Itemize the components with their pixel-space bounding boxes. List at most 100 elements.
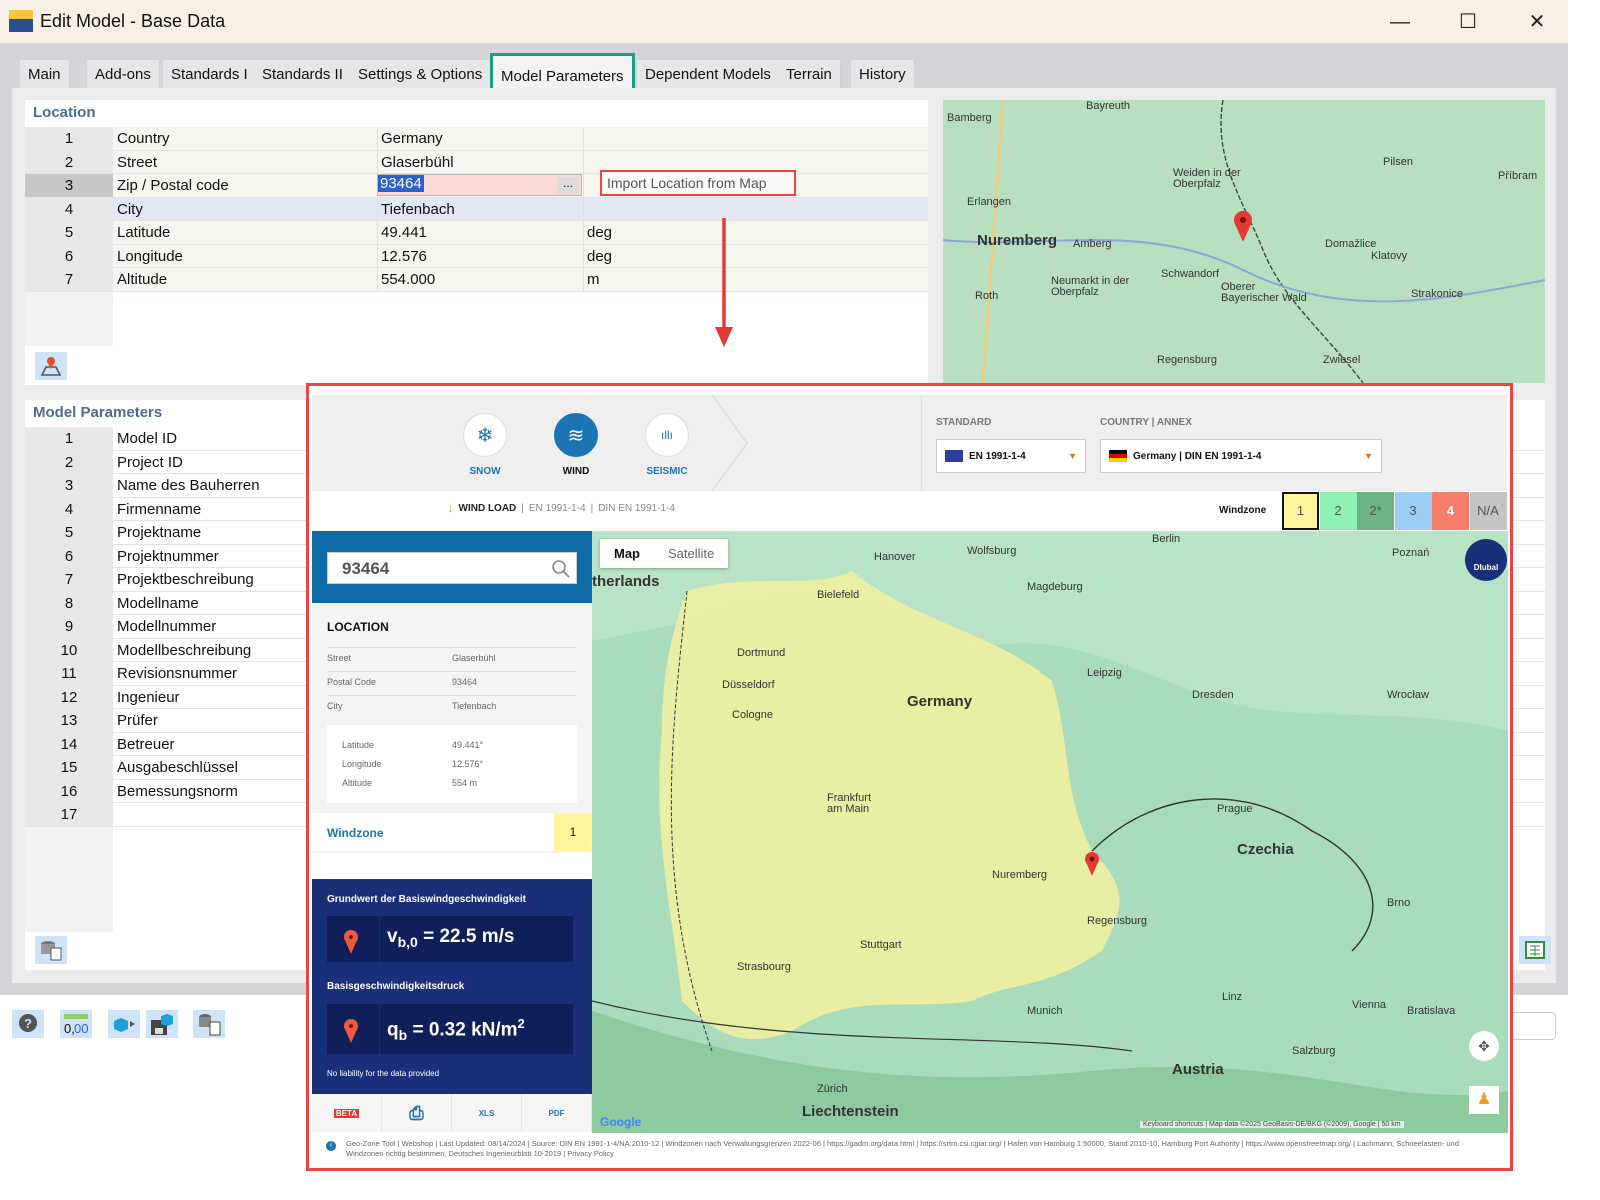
zip-input[interactable]: 93464 ... [377,174,582,196]
mode-snow-button[interactable]: ❄ [463,413,507,457]
row-value[interactable]: Germany [381,130,443,147]
standard-select[interactable]: EN 1991-1-4 ▼ [936,439,1086,473]
map-country-label: Austria [1172,1061,1224,1078]
units-decimals-icon[interactable]: 0, 00 [60,1010,92,1038]
altitude-label: Altitude [342,778,373,788]
dialog-button-partial[interactable] [1510,1012,1556,1040]
row-label: Prüfer [117,712,158,729]
search-section: 93464 [312,531,592,603]
tab-add-ons[interactable]: Add-ons [87,60,160,89]
latitude-label: Latitude [342,740,375,750]
map-city-label: Linz [1222,991,1243,1003]
map-zones [592,531,1508,1133]
location-row[interactable]: 4 City Tiefenbach [25,197,928,221]
location-row[interactable]: 7 Altitude 554.000 m [25,268,928,292]
mode-wind-button[interactable]: ≋ [554,413,598,457]
close-button[interactable]: ✕ [1528,11,1546,33]
map-city-label: Dresden [1192,689,1234,701]
tab-main[interactable]: Main [20,60,70,89]
tab-standards-ii[interactable]: Standards II [254,60,352,89]
search-icon[interactable] [551,559,571,579]
dlubal-logo: Dlubal [1465,539,1507,581]
search-input[interactable]: 93464 [327,552,577,584]
row-value[interactable]: 554.000 [381,271,436,288]
windzone-legend-5[interactable]: 4 [1432,492,1469,530]
print-icon[interactable]: print⎙ [382,1094,452,1132]
row-number: 10 [25,638,113,661]
map-city-label: Magdeburg [1027,581,1083,593]
row-value[interactable]: 12.576 [381,247,427,265]
mode-seismic-button[interactable]: ıllı [645,413,689,457]
row-label: Modellbeschreibung [117,641,252,659]
row-number: 15 [25,756,113,779]
footer-sources[interactable]: Geo-Zone Tool | Webshop | Last Updated: … [346,1139,1459,1158]
row-number: 3 [25,174,113,197]
windzone-legend-4[interactable]: 3 [1394,492,1432,530]
location-pin-icon [344,1019,358,1043]
title-bar: Edit Model - Base Data — ☐ ✕ [0,0,1568,44]
help-icon[interactable]: ? [12,1010,44,1038]
street-view-pegman-icon[interactable]: ♟ [1469,1086,1499,1114]
export-label: XLS [478,1108,495,1118]
row-label: Ausgabeschlüssel [117,759,238,776]
map-tab-satellite[interactable]: Satellite [668,546,715,561]
row-value[interactable]: Tiefenbach [381,200,455,218]
save-template-icon[interactable] [146,1010,178,1038]
browse-button[interactable]: ... [557,177,579,194]
row-unit: deg [587,224,613,241]
windzone-legend-1[interactable]: 1 [1282,492,1319,530]
location-row[interactable]: 1 Country Germany [25,127,928,151]
map-city-label: Domažlice [1325,238,1377,250]
map-country-label: therlands [592,573,660,590]
location-row[interactable]: 3 Zip / Postal code [25,174,928,198]
windzone-legend-2[interactable]: 2 [1319,492,1357,530]
excel-export-icon[interactable] [1519,936,1551,964]
tab-dependent-models[interactable]: Dependent Models [637,60,780,89]
row-unit: m [587,271,600,288]
zip-selected-text: 93464 [378,175,424,192]
location-section: LOCATION Street Glaserbühl Postal Code 9… [312,603,592,853]
database-load-icon[interactable] [193,1010,225,1038]
minimize-button[interactable]: — [1390,11,1410,33]
windzone-row-label: Windzone [327,826,384,840]
row-label: Name des Bauherren [117,477,260,494]
row-number: 12 [25,685,113,708]
map-pan-control-icon[interactable]: ✥ [1469,1031,1499,1061]
location-row[interactable]: 6 Longitude 12.576 deg [25,244,928,268]
tab-terrain[interactable]: Terrain [778,60,841,89]
location-row[interactable]: 2 Street Glaserbühl [25,150,928,174]
tab-standards-i[interactable]: Standards I [163,60,257,89]
xls-export-icon[interactable]: XLS [452,1094,522,1132]
map-city-label: Bayreuth [1086,100,1131,112]
tab-history[interactable]: History [851,60,915,89]
tab-settings-options[interactable]: Settings & Options [350,60,492,89]
row-value[interactable]: Glaserbühl [381,153,454,171]
snowflake-icon: ❄ [476,424,494,447]
country-select[interactable]: Germany | DIN EN 1991-1-4 ▼ [1100,439,1382,473]
row-label: Projektnummer [117,547,219,565]
standard-label: STANDARD [936,417,992,428]
pdf-export-icon[interactable]: PDF [522,1094,592,1132]
city-label: City [327,701,343,711]
row-number: 7 [25,568,113,591]
windzone-legend-3[interactable]: 2* [1357,492,1394,530]
window-title: Edit Model - Base Data [40,11,226,31]
map-city-label: Weiden in der Oberpfalz [1173,167,1241,190]
import-location-button[interactable]: Import Location from Map [600,170,796,196]
row-label: Street [117,153,158,171]
wind-zone-map[interactable]: therlands Hanover Wolfsburg Berlin Poznań Bie… [592,531,1508,1133]
maximize-button[interactable]: ☐ [1459,11,1477,33]
row-label: Longitude [117,247,183,265]
windzone-legend-6[interactable]: N/A [1469,492,1507,530]
map-tab-map[interactable]: Map [614,546,640,561]
location-map-preview[interactable]: Bayreuth Bamberg Erlangen Nuremberg Amberg We… [943,100,1545,383]
export-model-icon[interactable] [108,1010,140,1038]
row-number: 5 [25,521,113,544]
location-row[interactable]: 5 Latitude 49.441 deg [25,221,928,245]
row-value[interactable]: 49.441 [381,224,427,241]
beta-report-icon[interactable]: BETA [312,1094,382,1132]
database-report-icon[interactable] [35,936,67,964]
map-city-label: Munich [1027,1005,1063,1017]
map-location-icon[interactable] [35,352,67,380]
map-city-label: Pilsen [1383,156,1413,168]
